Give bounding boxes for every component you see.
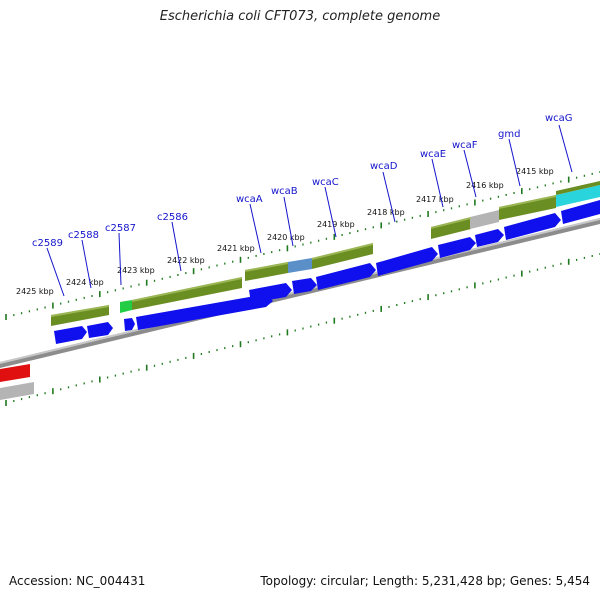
gene-bar-wcaG-olive: [556, 181, 600, 195]
kbp-scale: 2425 kbp 2424 kbp 2423 kbp 2422 kbp 2421…: [16, 167, 554, 296]
cds-arrow-wcaG: [561, 200, 600, 224]
kbp-label: 2417 kbp: [416, 195, 454, 204]
kbp-label: 2421 kbp: [217, 244, 255, 253]
kbp-label: 2425 kbp: [16, 287, 54, 296]
kbp-label: 2423 kbp: [117, 266, 155, 275]
kbp-label: 2422 kbp: [167, 256, 205, 265]
gene-bar-c2588: [51, 305, 109, 326]
gene-bar-c2586: [132, 277, 242, 310]
kbp-label: 2419 kbp: [317, 220, 355, 229]
map-title: Escherichia coli CFT073, complete genome: [159, 9, 441, 24]
cds-arrow-wcaA: [249, 283, 292, 303]
gene-label-c2586: c2586: [157, 212, 188, 223]
cds-arrow-c2586: [136, 294, 273, 330]
cds-arrow-wcaD: [376, 247, 438, 276]
gene-bar-wcaA: [245, 262, 288, 281]
gene-label-wcaF: wcaF: [452, 140, 478, 151]
kbp-label: 2424 kbp: [66, 278, 104, 287]
accession-text: Accession: NC_004431: [9, 574, 146, 588]
upper-tick-row: [5, 171, 600, 320]
gene-label-c2587: c2587: [105, 223, 136, 234]
gene-bar-left-red: [0, 364, 30, 382]
gene-bar-wcaG: [556, 185, 600, 207]
gene-label-wcaB: wcaB: [271, 186, 298, 197]
gene-bar-wcaF: [470, 210, 499, 229]
gene-label-wcaA: wcaA: [236, 194, 263, 205]
cds-arrow-wcaF: [475, 229, 504, 247]
cds-arrow-wcaB: [292, 278, 317, 294]
gene-bars: [0, 181, 600, 400]
gene-label-c2588: c2588: [68, 230, 99, 241]
cds-arrow-c2588: [87, 322, 113, 338]
gene-bar-left-grey: [0, 382, 34, 400]
gene-label-gmd: gmd: [498, 129, 520, 140]
gene-bar-wcaC: [312, 243, 373, 269]
cds-arrow-c2589: [54, 326, 87, 344]
gene-label-wcaG: wcaG: [545, 113, 573, 124]
lower-tick-row: [5, 253, 600, 406]
gene-label-wcaC: wcaC: [312, 177, 339, 188]
kbp-label: 2416 kbp: [466, 181, 504, 190]
cds-arrow-c2587: [124, 318, 135, 331]
gene-bar-wcaE: [431, 217, 471, 239]
gene-bar-gmd: [499, 195, 556, 220]
kbp-label: 2415 kbp: [516, 167, 554, 176]
cds-arrows: [54, 200, 600, 344]
cds-arrow-wcaE: [438, 237, 476, 258]
topology-text: Topology: circular; Length: 5,231,428 bp…: [260, 574, 590, 588]
gene-label-c2589: c2589: [32, 238, 63, 249]
kbp-label: 2420 kbp: [267, 233, 305, 242]
gene-label-wcaE: wcaE: [420, 149, 446, 160]
gene-bar-wcaB: [288, 258, 312, 273]
cds-arrow-gmd: [504, 213, 561, 240]
gene-bar-c2587: [120, 300, 132, 313]
gene-labels: c2589 c2588 c2587 c2586 wcaA wcaB wcaC w…: [32, 113, 573, 297]
gene-label-wcaD: wcaD: [370, 161, 398, 172]
kbp-label: 2418 kbp: [367, 208, 405, 217]
cds-arrow-wcaC: [316, 263, 376, 290]
